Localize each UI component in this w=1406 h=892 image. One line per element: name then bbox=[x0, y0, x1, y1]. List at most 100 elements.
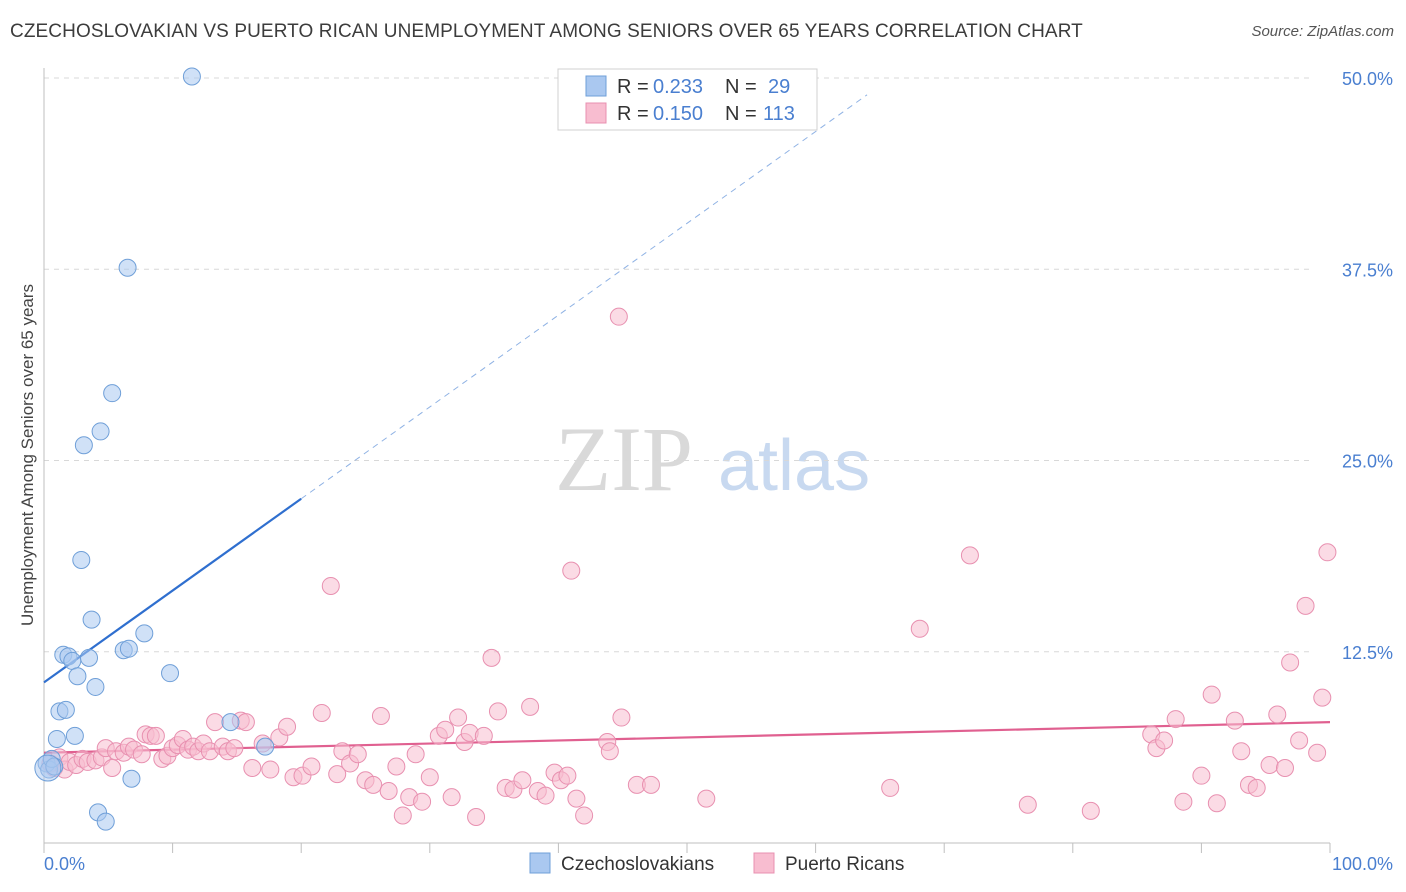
point-puerto-ricans bbox=[132, 745, 151, 764]
point-puerto-ricans bbox=[302, 757, 321, 776]
point-czechoslovakians bbox=[161, 664, 180, 683]
point-czechoslovakians bbox=[74, 436, 93, 455]
point-czechoslovakians bbox=[47, 729, 66, 748]
point-puerto-ricans bbox=[312, 703, 331, 722]
point-puerto-ricans bbox=[393, 806, 412, 825]
legend-r-label-puerto-ricans: R = bbox=[617, 103, 649, 125]
point-puerto-ricans bbox=[1290, 731, 1309, 750]
legend-swatch-czechoslovakians bbox=[585, 75, 607, 97]
point-puerto-ricans bbox=[328, 765, 347, 784]
point-czechoslovakians bbox=[182, 67, 201, 86]
point-puerto-ricans bbox=[474, 726, 493, 745]
point-puerto-ricans bbox=[600, 742, 619, 761]
point-puerto-ricans bbox=[575, 806, 594, 825]
point-puerto-ricans bbox=[488, 702, 507, 721]
legend-n-value-puerto-ricans: 113 bbox=[763, 103, 795, 125]
point-czechoslovakians bbox=[256, 737, 275, 756]
point-puerto-ricans bbox=[243, 759, 262, 778]
point-puerto-ricans bbox=[881, 778, 900, 797]
point-czechoslovakians bbox=[63, 651, 82, 670]
legend-swatch-puerto-ricans bbox=[585, 102, 607, 124]
point-puerto-ricans bbox=[1268, 705, 1287, 724]
point-czechoslovakians bbox=[135, 624, 154, 643]
point-czechoslovakians bbox=[221, 713, 240, 732]
y-tick-label: 25.0% bbox=[1342, 452, 1393, 472]
point-puerto-ricans bbox=[1308, 743, 1327, 762]
legend-r-value-puerto-ricans: 0.150 bbox=[653, 103, 703, 125]
point-czechoslovakians bbox=[96, 812, 115, 831]
bottom-legend: Czechoslovakians Puerto Ricans bbox=[529, 852, 904, 875]
point-czechoslovakians bbox=[34, 754, 62, 782]
point-czechoslovakians bbox=[86, 677, 105, 696]
ticks-layer: 12.5% 25.0% 37.5% 50.0% 0.0% 100.0% bbox=[44, 69, 1393, 874]
y-tick-label: 12.5% bbox=[1342, 643, 1393, 663]
point-puerto-ricans bbox=[1166, 710, 1185, 729]
watermark-atlas: atlas bbox=[718, 426, 870, 506]
point-puerto-ricans bbox=[1313, 688, 1332, 707]
point-puerto-ricans bbox=[1207, 794, 1226, 813]
point-czechoslovakians bbox=[118, 258, 137, 277]
point-puerto-ricans bbox=[146, 726, 165, 745]
point-czechoslovakians bbox=[56, 700, 75, 719]
legend-r-label-czechoslovakians: R = bbox=[617, 76, 649, 98]
point-czechoslovakians bbox=[122, 769, 141, 788]
point-czechoslovakians bbox=[82, 610, 101, 629]
legend-n-value-czechoslovakians: 29 bbox=[768, 76, 790, 98]
point-puerto-ricans bbox=[536, 786, 555, 805]
chart-source: Source: ZipAtlas.com bbox=[1251, 23, 1394, 40]
legend-r-value-czechoslovakians: 0.233 bbox=[653, 76, 703, 98]
point-czechoslovakians bbox=[80, 648, 99, 667]
point-puerto-ricans bbox=[521, 697, 540, 716]
point-czechoslovakians bbox=[72, 550, 91, 569]
point-puerto-ricans bbox=[371, 707, 390, 726]
point-puerto-ricans bbox=[1192, 766, 1211, 785]
grid-layer bbox=[44, 77, 1310, 653]
point-puerto-ricans bbox=[1247, 778, 1266, 797]
point-puerto-ricans bbox=[482, 648, 501, 667]
point-puerto-ricans bbox=[420, 768, 439, 787]
point-puerto-ricans bbox=[697, 789, 716, 808]
bottom-legend-label-czechoslovakians: Czechoslovakians bbox=[561, 854, 714, 875]
chart-title: CZECHOSLOVAKIAN VS PUERTO RICAN UNEMPLOY… bbox=[10, 21, 1083, 42]
point-puerto-ricans bbox=[364, 775, 383, 794]
watermark-zip: ZIP bbox=[555, 408, 693, 510]
point-puerto-ricans bbox=[236, 713, 255, 732]
point-puerto-ricans bbox=[1202, 685, 1221, 704]
point-puerto-ricans bbox=[513, 771, 532, 790]
point-czechoslovakians bbox=[65, 726, 84, 745]
point-puerto-ricans bbox=[387, 757, 406, 776]
point-puerto-ricans bbox=[1155, 731, 1174, 750]
point-puerto-ricans bbox=[1225, 711, 1244, 730]
y-axis-label: Unemployment Among Seniors over 65 years bbox=[18, 284, 37, 626]
point-puerto-ricans bbox=[1318, 543, 1337, 562]
point-puerto-ricans bbox=[379, 781, 398, 800]
point-puerto-ricans bbox=[1281, 653, 1300, 672]
points-layer bbox=[34, 67, 1337, 831]
point-puerto-ricans bbox=[612, 708, 631, 727]
point-puerto-ricans bbox=[321, 576, 340, 595]
point-czechoslovakians bbox=[68, 667, 87, 686]
point-puerto-ricans bbox=[261, 760, 280, 779]
legend: R = 0.233 N = 29 R = 0.150 N = 113 bbox=[557, 68, 818, 131]
point-puerto-ricans bbox=[278, 717, 297, 736]
axes-layer bbox=[43, 68, 1331, 853]
y-tick-label: 37.5% bbox=[1342, 260, 1393, 280]
point-puerto-ricans bbox=[467, 807, 486, 826]
point-puerto-ricans bbox=[449, 708, 468, 727]
point-puerto-ricans bbox=[436, 720, 455, 739]
legend-n-label-puerto-ricans: N = bbox=[725, 103, 757, 125]
point-puerto-ricans bbox=[558, 766, 577, 785]
point-puerto-ricans bbox=[413, 792, 432, 811]
point-puerto-ricans bbox=[348, 745, 367, 764]
trend-extension-czechoslovakians bbox=[300, 94, 868, 500]
legend-n-label-czechoslovakians: N = bbox=[725, 76, 757, 98]
point-puerto-ricans bbox=[406, 745, 425, 764]
bottom-legend-swatch-czechoslovakians bbox=[529, 852, 551, 874]
bottom-legend-swatch-puerto-ricans bbox=[753, 852, 775, 874]
point-puerto-ricans bbox=[567, 789, 586, 808]
point-czechoslovakians bbox=[91, 422, 110, 441]
point-puerto-ricans bbox=[1081, 801, 1100, 820]
point-puerto-ricans bbox=[442, 788, 461, 807]
bottom-legend-label-puerto-ricans: Puerto Ricans bbox=[785, 854, 904, 875]
